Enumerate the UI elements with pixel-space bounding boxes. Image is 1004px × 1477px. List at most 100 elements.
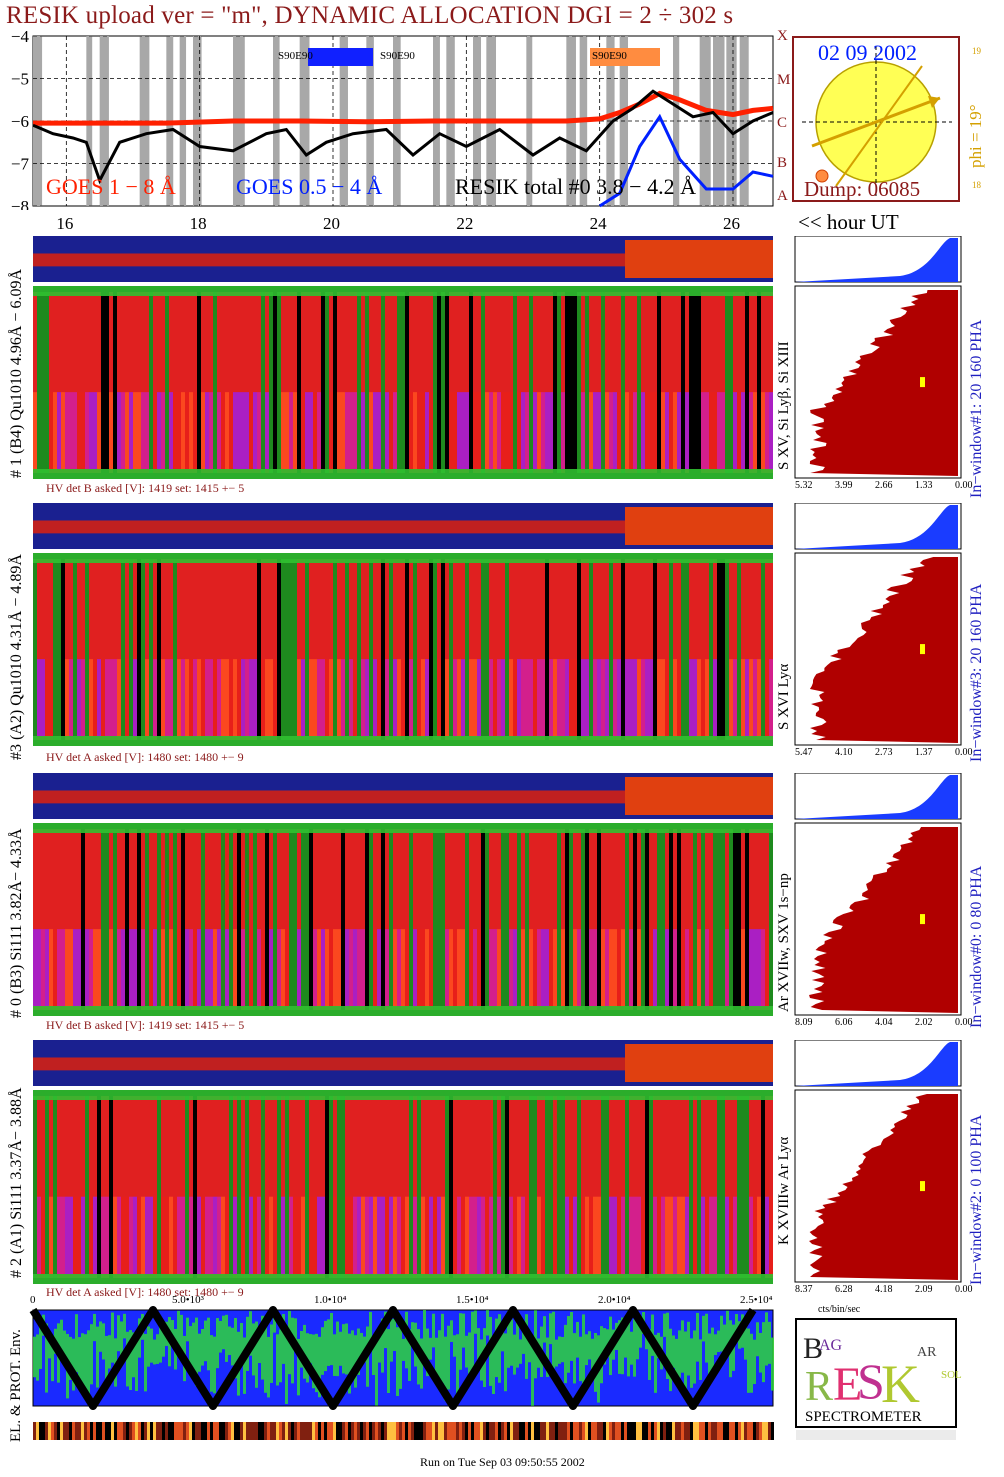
- env-strip-cell: [285, 1422, 288, 1440]
- heatmap-column: [409, 559, 413, 740]
- heatmap-column: [397, 559, 401, 740]
- env-strip-cell: [615, 1422, 618, 1440]
- goes-short-series: [598, 113, 774, 208]
- heatmap-column-low: [413, 929, 417, 1007]
- heatmap-column: [233, 292, 237, 473]
- heatmap-column-low: [625, 659, 629, 737]
- env-strip-cell: [288, 1422, 291, 1440]
- heatmap-column: [689, 1096, 693, 1278]
- lightcurve-y-tick-label: −7: [11, 155, 30, 174]
- heatmap-column-low: [345, 929, 349, 1007]
- heatmap-column: [425, 1096, 429, 1278]
- heatmap-column-low: [653, 392, 657, 470]
- heatmap-column-low: [757, 1196, 761, 1275]
- heatmap-column-low: [453, 1196, 457, 1275]
- heatmap-column: [117, 1096, 121, 1278]
- heatmap-column: [365, 829, 369, 1010]
- heatmap-column: [449, 1096, 453, 1278]
- heatmap-column: [733, 559, 737, 740]
- heatmap-column: [525, 559, 529, 740]
- heatmap-column-low: [329, 929, 333, 1007]
- env-green-column: [735, 1314, 738, 1343]
- heatmap-column: [261, 292, 265, 473]
- heatmap-column-low: [765, 1196, 769, 1275]
- heatmap-column: [293, 829, 297, 1010]
- heatmap-column: [469, 559, 473, 740]
- env-strip-cell: [360, 1422, 363, 1440]
- logo-letter-k: K: [881, 1354, 920, 1414]
- lightcurve-y-tick-label: −5: [11, 70, 29, 89]
- marker-label-1: S90E90: [278, 50, 313, 62]
- heatmap-column: [113, 1096, 117, 1278]
- heatmap-column: [657, 292, 661, 473]
- heatmap-column-low: [469, 1196, 473, 1275]
- band-flare-region: [625, 1044, 773, 1082]
- heatmap-column: [677, 829, 681, 1010]
- heatmap-column-low: [257, 1196, 261, 1275]
- env-green-column: [759, 1332, 762, 1373]
- env-strip-cell: [294, 1422, 297, 1440]
- heatmap-column: [329, 829, 333, 1010]
- env-strip-cell: [411, 1422, 414, 1440]
- heatmap-column-low: [749, 929, 753, 1007]
- heatmap-column: [217, 829, 221, 1010]
- env-green-column: [639, 1322, 642, 1348]
- heatmap-column: [165, 829, 169, 1010]
- marker-bar-blue: [308, 48, 373, 66]
- heatmap-column: [613, 829, 617, 1010]
- heatmap-column-low: [245, 392, 249, 470]
- heatmap-column: [645, 829, 649, 1010]
- heatmap-column: [641, 559, 645, 740]
- heatmap-column-low: [417, 659, 421, 737]
- heatmap-column-low: [73, 929, 77, 1007]
- heatmap-column-low: [133, 929, 137, 1007]
- env-strip-cell: [735, 1422, 738, 1440]
- env-green-column: [756, 1322, 759, 1357]
- heatmap-column: [553, 559, 557, 740]
- heatmap-bottom-edge: [33, 1006, 773, 1016]
- env-strip-cell: [138, 1422, 141, 1440]
- heatmap-column: [525, 292, 529, 473]
- heatmap-column: [333, 292, 337, 473]
- hour-tick-label: 26: [723, 214, 740, 233]
- heatmap-column-low: [417, 392, 421, 470]
- heatmap-column: [453, 1096, 457, 1278]
- heatmap-column: [161, 829, 165, 1010]
- env-strip-cell: [567, 1422, 570, 1440]
- heatmap-column: [141, 829, 145, 1010]
- env-green-column: [591, 1338, 594, 1372]
- heatmap-column: [165, 559, 169, 740]
- env-green-column: [129, 1330, 132, 1391]
- heatmap-column: [461, 292, 465, 473]
- env-green-column: [111, 1312, 114, 1363]
- heatmap-column-low: [497, 929, 501, 1007]
- heatmap-column: [437, 1096, 441, 1278]
- heatmap-column-low: [253, 659, 257, 737]
- heatmap-column: [337, 1096, 341, 1278]
- heatmap-column-low: [109, 392, 113, 470]
- env-strip-cell: [93, 1422, 96, 1440]
- heatmap-column: [133, 559, 137, 740]
- env-strip-cell: [276, 1422, 279, 1440]
- heatmap-column: [345, 829, 349, 1010]
- heatmap-column-low: [497, 392, 501, 470]
- heatmap-column: [441, 1096, 445, 1278]
- env-green-column: [45, 1323, 48, 1393]
- heatmap-column: [273, 829, 277, 1010]
- env-strip-cell: [711, 1422, 714, 1440]
- env-green-column: [648, 1329, 651, 1380]
- env-green-column: [654, 1334, 657, 1393]
- heatmap-column-low: [477, 1196, 481, 1275]
- heatmap-column: [537, 292, 541, 473]
- heatmap-column: [601, 829, 605, 1010]
- env-strip-cell: [645, 1422, 648, 1440]
- heatmap-column-low: [361, 929, 365, 1007]
- heatmap-column-low: [417, 929, 421, 1007]
- heatmap-column: [177, 292, 181, 473]
- heatmap-column-low: [613, 392, 617, 470]
- heatmap-column-low: [117, 1196, 121, 1275]
- heatmap-column-low: [485, 1196, 489, 1275]
- env-strip-cell: [369, 1422, 372, 1440]
- heatmap-column: [293, 1096, 297, 1278]
- heatmap-column-low: [425, 659, 429, 737]
